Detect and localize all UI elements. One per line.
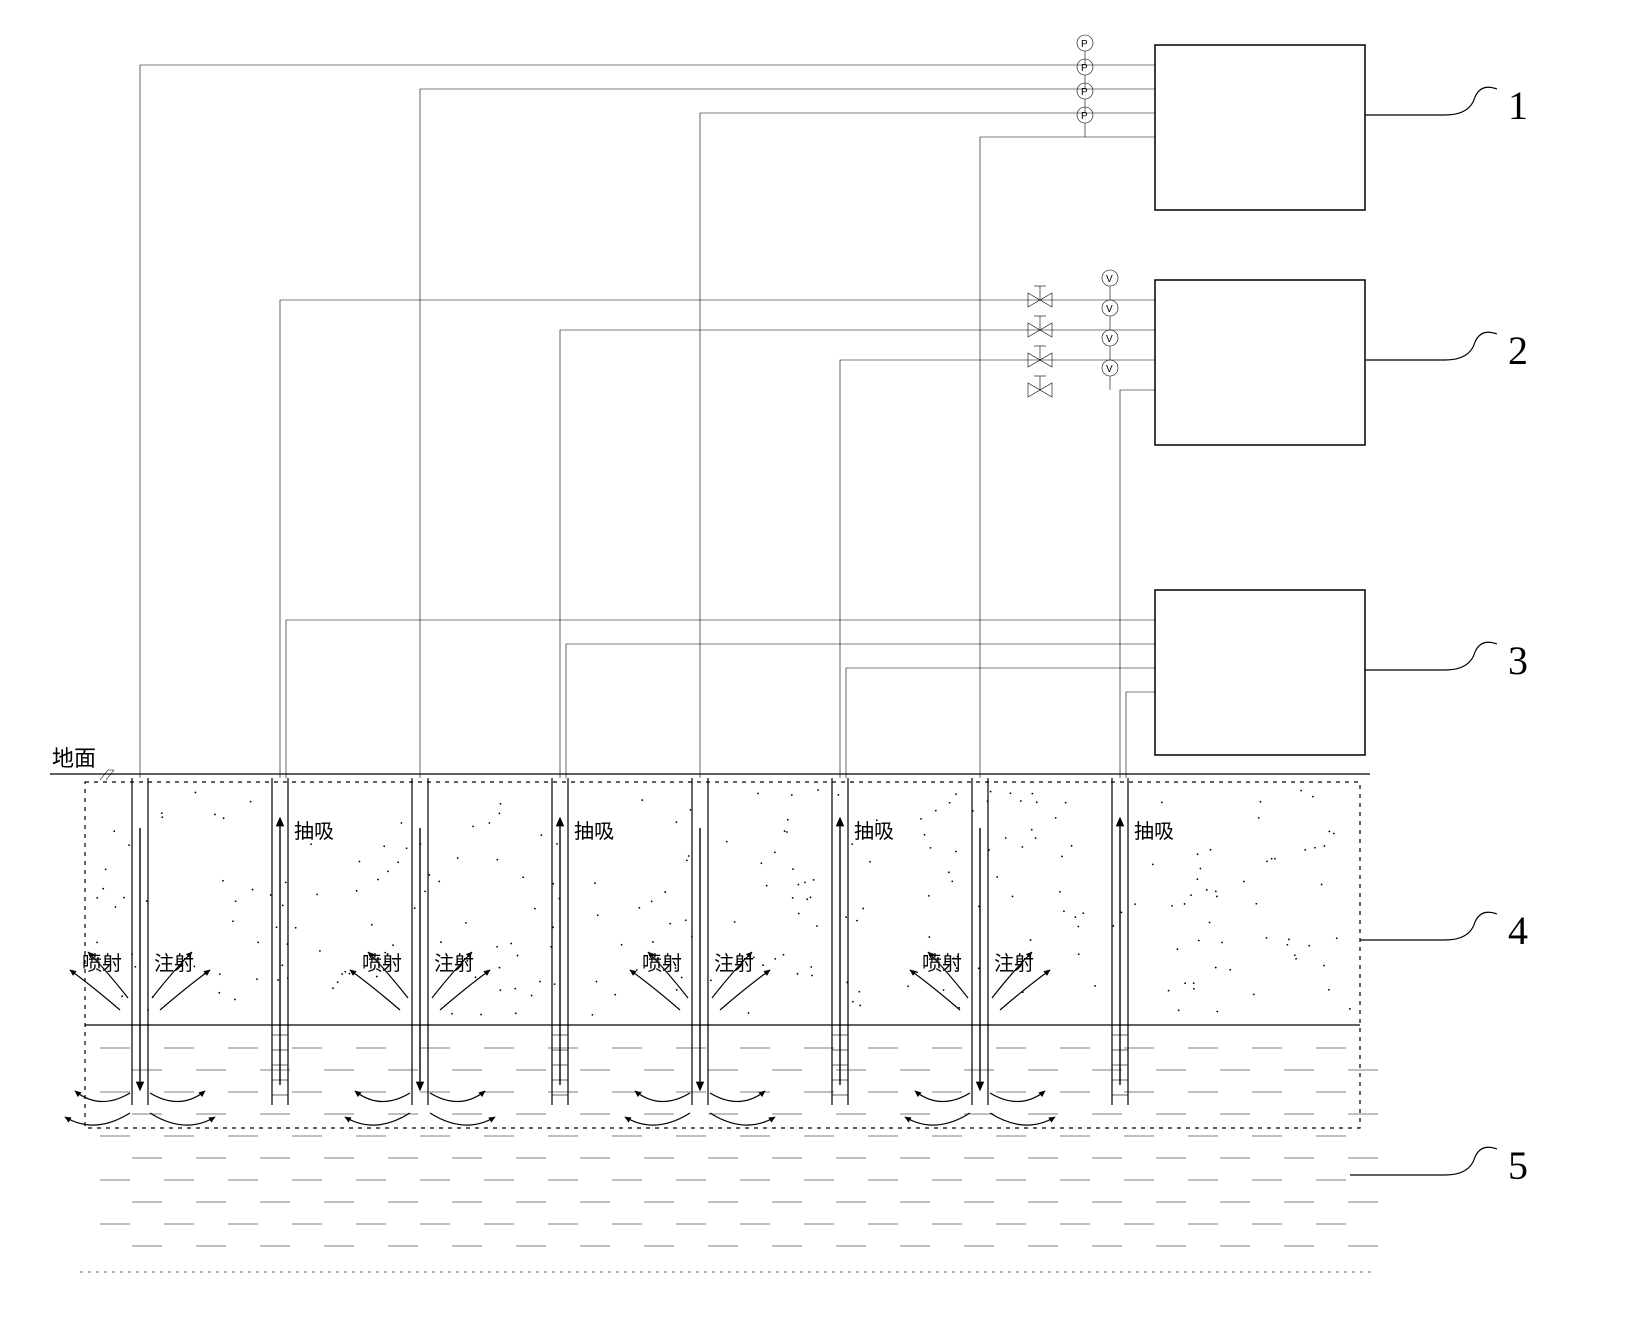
- svg-text:1: 1: [1508, 83, 1528, 128]
- svg-text:2: 2: [1508, 328, 1528, 373]
- unit-box-2: [1155, 280, 1365, 445]
- svg-text:P: P: [1081, 63, 1088, 74]
- svg-text:抽吸: 抽吸: [1134, 820, 1174, 843]
- svg-text:V: V: [1106, 304, 1113, 315]
- svg-text:V: V: [1106, 364, 1113, 375]
- ground-tick: [100, 770, 114, 780]
- svg-text:抽吸: 抽吸: [294, 820, 334, 843]
- svg-text:V: V: [1106, 274, 1113, 285]
- aquifer-dashes: [80, 1048, 1378, 1272]
- well-pairs: 抽吸喷射注射抽吸喷射注射抽吸喷射注射抽吸喷射注射: [65, 778, 1174, 1125]
- svg-text:4: 4: [1508, 908, 1528, 953]
- svg-text:抽吸: 抽吸: [854, 820, 894, 843]
- svg-text:P: P: [1081, 39, 1088, 50]
- svg-text:3: 3: [1508, 638, 1528, 683]
- svg-text:P: P: [1081, 87, 1088, 98]
- pipes-to-box2: [280, 300, 1155, 778]
- svg-text:V: V: [1106, 334, 1113, 345]
- ground-label: 地面: [52, 746, 96, 771]
- gauges-box1: P P P P: [1077, 35, 1093, 137]
- svg-text:喷射: 喷射: [642, 952, 682, 975]
- pipes-to-box3: [286, 620, 1155, 778]
- callout-labels: 1 2 3 4 5: [1350, 83, 1528, 1188]
- svg-text:抽吸: 抽吸: [574, 820, 614, 843]
- unit-box-3: [1155, 590, 1365, 755]
- svg-text:喷射: 喷射: [82, 952, 122, 975]
- svg-text:5: 5: [1508, 1143, 1528, 1188]
- gauges-valves-box2: V V V V: [1028, 270, 1118, 397]
- pipes-to-box1: [140, 65, 1155, 778]
- unit-box-1: [1155, 45, 1365, 210]
- svg-text:喷射: 喷射: [362, 952, 402, 975]
- svg-text:P: P: [1081, 111, 1088, 122]
- svg-text:喷射: 喷射: [922, 952, 962, 975]
